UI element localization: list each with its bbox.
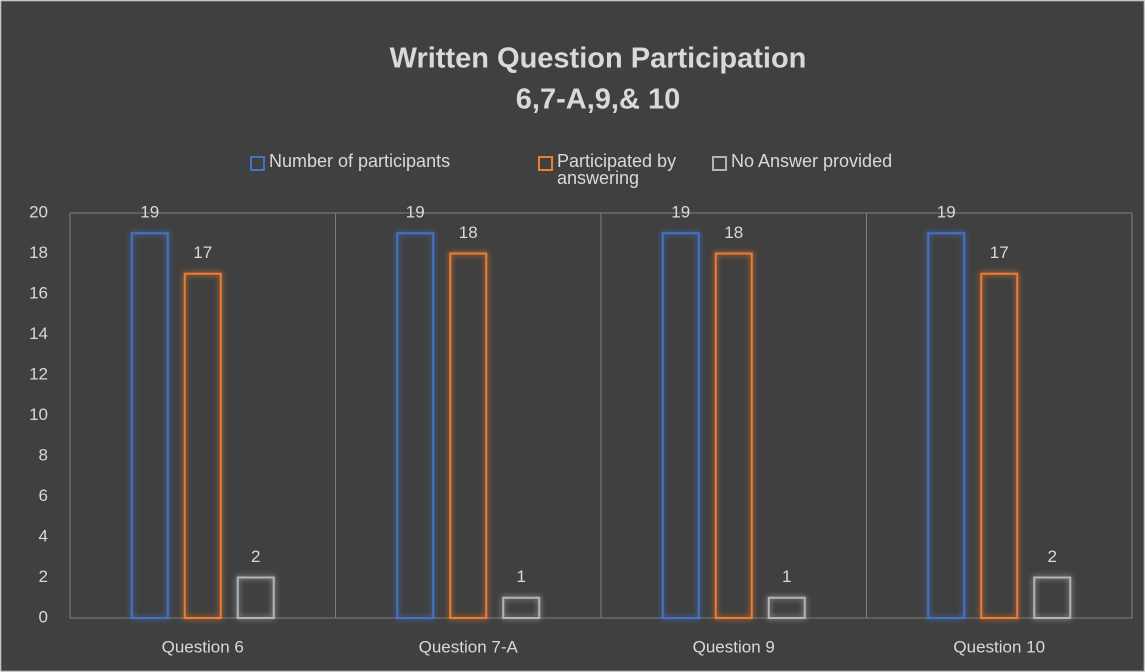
x-tick-label: Question 10 <box>953 637 1045 656</box>
data-label: 18 <box>724 223 743 242</box>
data-label: 17 <box>990 243 1009 262</box>
data-label: 18 <box>459 223 478 242</box>
y-tick-label: 18 <box>29 243 48 262</box>
y-tick-label: 4 <box>39 526 48 545</box>
legend-swatch <box>712 156 727 171</box>
data-label: 1 <box>782 567 791 586</box>
data-label: 2 <box>251 547 260 566</box>
bar <box>449 252 488 619</box>
data-label: 2 <box>1048 547 1057 566</box>
x-tick-label: Question 6 <box>162 637 244 656</box>
data-label: 17 <box>193 243 212 262</box>
legend-item: No Answer provided <box>712 151 952 171</box>
legend-item: Participated by answering <box>538 151 698 188</box>
bar <box>661 232 700 619</box>
bar <box>396 232 435 619</box>
bar <box>980 272 1019 619</box>
bar <box>236 576 275 619</box>
y-tick-label: 8 <box>39 445 48 464</box>
data-label: 19 <box>140 203 159 222</box>
bar <box>767 596 806 619</box>
legend-item: Number of participants <box>250 151 480 171</box>
bar <box>1033 576 1072 619</box>
y-tick-label: 6 <box>39 486 48 505</box>
data-label: 19 <box>671 203 690 222</box>
bar <box>130 232 169 619</box>
bar <box>183 272 222 619</box>
bar <box>714 252 753 619</box>
y-tick-label: 14 <box>29 324 48 343</box>
y-tick-label: 10 <box>29 405 48 424</box>
data-label: 1 <box>517 567 526 586</box>
legend-swatch <box>250 156 265 171</box>
legend-label: Participated by answering <box>557 151 677 188</box>
legend-swatch <box>538 156 553 171</box>
bar <box>502 596 541 619</box>
y-tick-label: 20 <box>29 202 48 221</box>
y-tick-label: 2 <box>39 567 48 586</box>
x-tick-label: Question 7-A <box>419 637 519 656</box>
y-tick-label: 16 <box>29 283 48 302</box>
chart-title: Written Question Participation <box>390 43 807 75</box>
legend-label: Number of participants <box>269 151 451 171</box>
y-tick-label: 0 <box>39 607 48 626</box>
chart-subtitle: 6,7-A,9,& 10 <box>516 84 680 116</box>
data-label: 19 <box>406 203 425 222</box>
data-label: 19 <box>937 203 956 222</box>
bar <box>927 232 966 619</box>
y-tick-label: 12 <box>29 364 48 383</box>
x-tick-label: Question 9 <box>693 637 775 656</box>
legend-label: No Answer provided <box>731 151 893 171</box>
